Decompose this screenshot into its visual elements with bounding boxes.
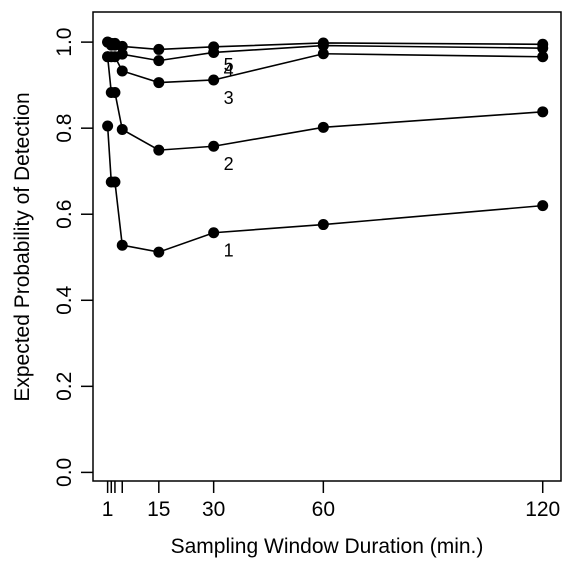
y-tick-label: 1.0 [53, 28, 76, 57]
data-point [153, 246, 165, 258]
x-tick-label: 1 [102, 498, 114, 521]
series-label: 1 [224, 241, 234, 261]
data-point [116, 239, 128, 251]
data-point [208, 227, 220, 239]
data-point [208, 140, 220, 152]
data-point [317, 219, 329, 231]
y-tick-label: 0.2 [53, 372, 76, 401]
x-tick-label: 15 [147, 498, 170, 521]
data-point [153, 55, 165, 67]
y-tick-label: 0.6 [53, 200, 76, 229]
data-point [153, 43, 165, 55]
data-point [116, 123, 128, 135]
x-tick-label: 60 [312, 498, 335, 521]
x-tick-label: 30 [202, 498, 225, 521]
data-point [317, 37, 329, 49]
data-point [116, 48, 128, 60]
data-point [153, 77, 165, 89]
data-point [109, 86, 121, 98]
y-axis-label: Expected Probability of Detection [11, 92, 34, 401]
data-point [109, 176, 121, 188]
series-line-2 [106, 56, 543, 151]
data-point [208, 41, 220, 53]
data-point [153, 144, 165, 156]
data-point [102, 120, 114, 132]
data-point [116, 40, 128, 52]
data-point [537, 51, 549, 63]
data-point [317, 121, 329, 133]
y-tick-label: 0.0 [53, 458, 76, 487]
series-line-1 [106, 125, 543, 253]
data-point [208, 74, 220, 86]
series-label: 3 [224, 88, 234, 108]
series-group: 1 2 3 45 [102, 36, 549, 261]
data-point [537, 38, 549, 50]
data-point [537, 200, 549, 212]
y-tick-label: 0.8 [53, 114, 76, 143]
series-label: 2 [224, 154, 234, 174]
data-point [317, 48, 329, 60]
series-label: 4 [224, 60, 234, 80]
series-label: 5 [224, 55, 234, 75]
y-tick-label: 0.4 [53, 285, 76, 315]
x-tick-label: 120 [525, 498, 560, 521]
data-point [537, 106, 549, 118]
plot-frame [92, 11, 562, 482]
data-point [116, 65, 128, 77]
x-axis-label: Sampling Window Duration (min.) [171, 535, 484, 558]
